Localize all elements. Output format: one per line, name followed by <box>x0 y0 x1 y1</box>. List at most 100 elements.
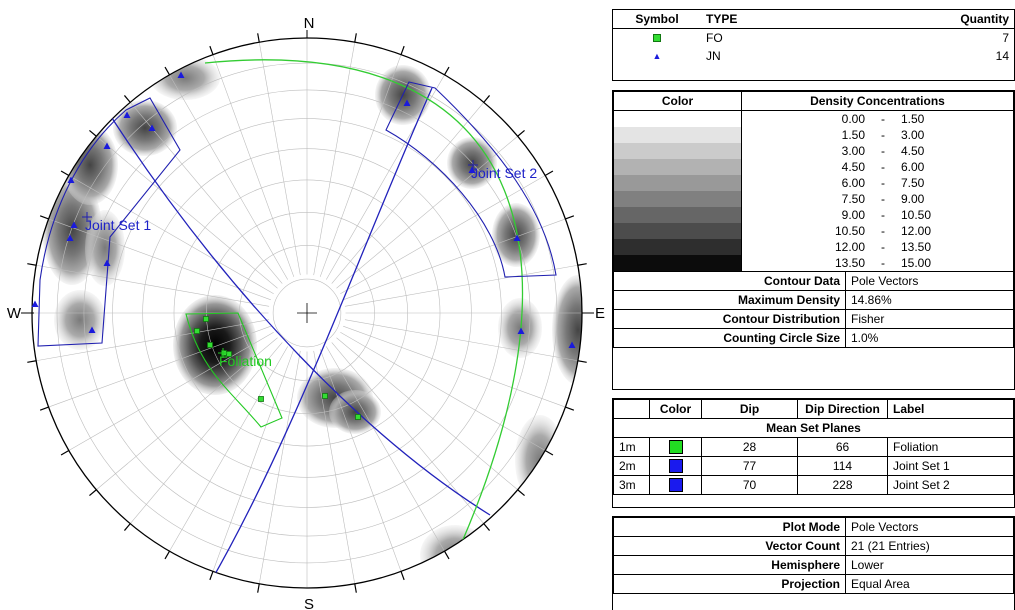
joint-set-1-label: Joint Set 1 <box>85 217 151 233</box>
density-sep: - <box>881 112 885 126</box>
azimuth-tick <box>483 523 491 531</box>
grid-radial <box>313 42 356 276</box>
color-swatch-3m <box>668 478 683 493</box>
density-low: 12.00 <box>834 240 865 254</box>
density-low: 7.50 <box>841 192 865 206</box>
symbol-legend: Symbol TYPE Quantity FO 7 ▲ JN 14 <box>612 9 1015 81</box>
grid-radial <box>331 102 484 284</box>
density-sep: - <box>881 208 885 222</box>
foliation-pole-point <box>207 342 213 348</box>
grid-radial <box>343 325 566 408</box>
grid-radial <box>36 264 270 307</box>
density-low: 0.00 <box>841 112 865 126</box>
grid-radial <box>130 102 283 284</box>
azimuth-tick <box>577 360 587 363</box>
density-sep: - <box>881 192 885 206</box>
density-high: 10.50 <box>901 208 932 222</box>
quantity-jn: 14 <box>995 48 1009 63</box>
grid-radial <box>336 136 518 289</box>
symbol-row-fo: FO 7 <box>613 29 1014 48</box>
type-header: TYPE <box>706 11 738 26</box>
joint-pole-point <box>66 234 74 241</box>
max-density-row: Maximum Density 14.86% <box>613 290 1014 310</box>
density-swatch <box>613 255 742 271</box>
grid-radial <box>258 42 301 276</box>
plot-info-table: Plot Mode Pole Vectors Vector Count 21 (21… <box>612 516 1015 610</box>
joint-pole-point <box>88 326 96 333</box>
density-sep: - <box>881 176 885 190</box>
grid-radial <box>48 218 271 301</box>
azimuth-tick <box>565 215 575 220</box>
grid-radial <box>319 54 402 277</box>
density-row: 1.50 - 3.00 <box>613 127 1014 143</box>
set-windows <box>37 81 557 428</box>
foliation-pole-point <box>194 328 200 334</box>
foliation-pole-point <box>355 414 361 420</box>
density-high: 1.50 <box>901 112 925 126</box>
azimuth-tick <box>60 170 70 177</box>
stereonet-plot: N S E W Joint Set 1 Joint Set 2 Foliatio… <box>7 15 605 610</box>
azimuth-tick <box>123 523 131 531</box>
grid-radial <box>48 325 271 408</box>
mean-set-planes-table: Color Dip Dip Direction Label Mean Set P… <box>612 398 1015 508</box>
joint-pole-point <box>568 341 576 348</box>
equal-area-grid <box>32 38 582 588</box>
joint-set-2-window <box>385 81 557 278</box>
grid-radial <box>344 264 578 307</box>
mean-set-planes <box>109 59 523 588</box>
joint-pole-point <box>177 71 185 78</box>
density-swatch <box>613 159 742 175</box>
density-high: 9.00 <box>901 192 925 206</box>
grid-radial <box>212 54 295 277</box>
joint-pole-point <box>517 327 525 334</box>
azimuth-tick <box>544 449 554 456</box>
grid-radial <box>68 175 274 295</box>
joint-set-2-label: Joint Set 2 <box>471 165 537 181</box>
projection-row: Projection Equal Area <box>613 574 1014 594</box>
mean-pole-markers <box>82 160 478 358</box>
azimuth-tick <box>209 45 214 55</box>
density-low: 3.00 <box>841 144 865 158</box>
density-low: 1.50 <box>841 128 865 142</box>
grid-radial <box>212 349 295 572</box>
grid-circle <box>272 278 342 348</box>
joint-pole-point <box>103 142 111 149</box>
azimuth-tick <box>27 263 37 266</box>
type-fo: FO <box>706 30 723 45</box>
joint-pole-point <box>67 176 75 183</box>
density-row: 10.50 - 12.00 <box>613 223 1014 239</box>
density-swatch <box>613 207 742 223</box>
density-high: 3.00 <box>901 128 925 142</box>
west-label: W <box>7 305 22 322</box>
grid-radial <box>313 350 356 584</box>
density-row: 9.00 - 10.50 <box>613 207 1014 223</box>
density-high: 13.50 <box>901 240 932 254</box>
grid-radial <box>325 74 445 280</box>
density-high: 6.00 <box>901 160 925 174</box>
azimuth-tick <box>400 571 405 581</box>
density-swatch <box>613 127 742 143</box>
grid-radial <box>340 331 546 451</box>
azimuth-tick <box>60 449 70 456</box>
density-swatch <box>613 110 742 127</box>
density-swatch <box>613 175 742 191</box>
grid-radial <box>130 342 283 524</box>
azimuth-tick <box>257 33 260 43</box>
joint-pole-point <box>103 259 111 266</box>
foliation-pole-point <box>203 316 209 322</box>
azimuth-tick <box>443 550 450 560</box>
hemisphere-row: Hemisphere Lower <box>613 555 1014 575</box>
grid-radial <box>343 218 566 301</box>
density-swatch <box>613 223 742 239</box>
pole-points <box>31 71 576 420</box>
azimuth-tick <box>27 360 37 363</box>
density-legend: Color Density Concentrations 0.00-1.50 1.… <box>612 90 1015 390</box>
foliation-label: Foliation <box>219 353 272 369</box>
contour-distribution-row: Contour Distribution Fisher <box>613 309 1014 329</box>
density-row: 4.50 - 6.00 <box>613 159 1014 175</box>
azimuth-tick <box>257 583 260 593</box>
joint-pole-point <box>468 166 476 173</box>
density-sep: - <box>881 256 885 270</box>
density-swatch <box>613 239 742 255</box>
blue-triangle-icon: ▲ <box>652 51 662 61</box>
